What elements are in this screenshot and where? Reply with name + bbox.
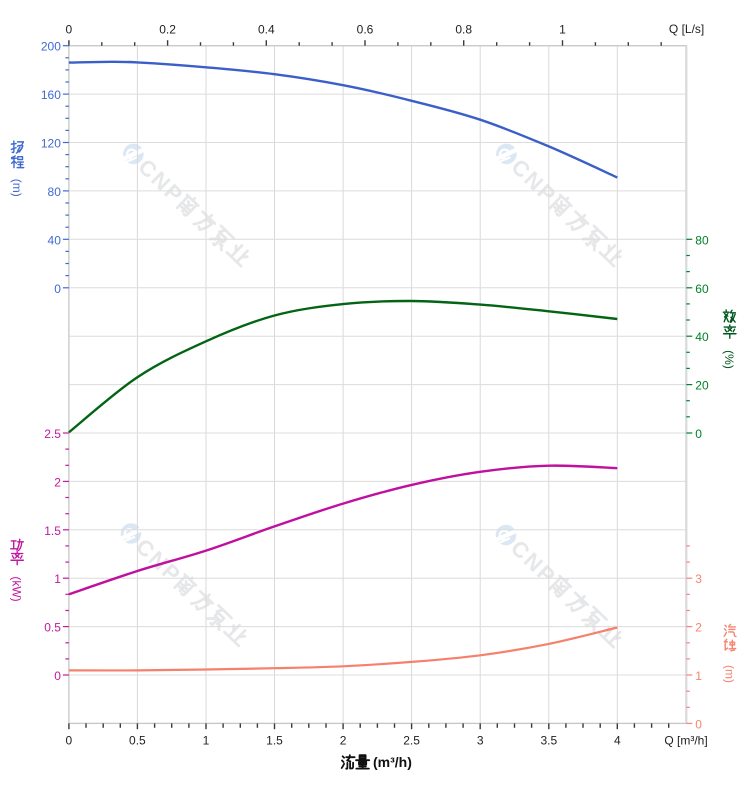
svg-text:0.6: 0.6 xyxy=(357,23,374,37)
svg-text:2.5: 2.5 xyxy=(44,427,61,441)
svg-text:0.2: 0.2 xyxy=(159,23,176,37)
svg-text:0.5: 0.5 xyxy=(129,734,146,748)
svg-text:60: 60 xyxy=(695,282,709,296)
svg-text:2: 2 xyxy=(54,475,61,489)
svg-text:120: 120 xyxy=(41,137,61,151)
svg-text:Q [m³/h]: Q [m³/h] xyxy=(664,734,707,748)
svg-text:0: 0 xyxy=(695,427,702,441)
svg-text:200: 200 xyxy=(41,40,61,54)
svg-text:0.8: 0.8 xyxy=(455,23,472,37)
svg-text:1.5: 1.5 xyxy=(44,524,61,538)
svg-text:3: 3 xyxy=(695,572,702,586)
svg-text:80: 80 xyxy=(695,233,709,247)
svg-text:3: 3 xyxy=(477,734,484,748)
svg-text:2: 2 xyxy=(695,621,702,635)
svg-text:3.5: 3.5 xyxy=(540,734,557,748)
svg-text:0: 0 xyxy=(54,669,61,683)
svg-text:0.5: 0.5 xyxy=(44,621,61,635)
svg-text:0: 0 xyxy=(695,717,702,731)
svg-text:1: 1 xyxy=(54,572,61,586)
svg-text:0: 0 xyxy=(54,282,61,296)
svg-text:80: 80 xyxy=(48,185,62,199)
svg-text:(%): (%) xyxy=(722,350,736,369)
svg-text:1: 1 xyxy=(695,669,702,683)
svg-text:0: 0 xyxy=(66,23,73,37)
svg-text:0: 0 xyxy=(66,734,73,748)
svg-text:1: 1 xyxy=(559,23,566,37)
svg-text:1.5: 1.5 xyxy=(266,734,283,748)
svg-text:(m³/h): (m³/h) xyxy=(373,754,412,770)
svg-text:40: 40 xyxy=(48,233,62,247)
svg-text:Q [L/s]: Q [L/s] xyxy=(669,22,704,36)
svg-text:160: 160 xyxy=(41,88,61,102)
svg-text:2.5: 2.5 xyxy=(403,734,420,748)
svg-text:(m): (m) xyxy=(723,665,737,683)
svg-text:40: 40 xyxy=(695,330,709,344)
svg-text:20: 20 xyxy=(695,379,709,393)
svg-text:4: 4 xyxy=(614,734,621,748)
svg-text:(m): (m) xyxy=(10,179,24,197)
svg-text:(kW): (kW) xyxy=(10,576,24,601)
svg-text:2: 2 xyxy=(340,734,347,748)
svg-text:0.4: 0.4 xyxy=(258,23,275,37)
svg-text:1: 1 xyxy=(203,734,210,748)
